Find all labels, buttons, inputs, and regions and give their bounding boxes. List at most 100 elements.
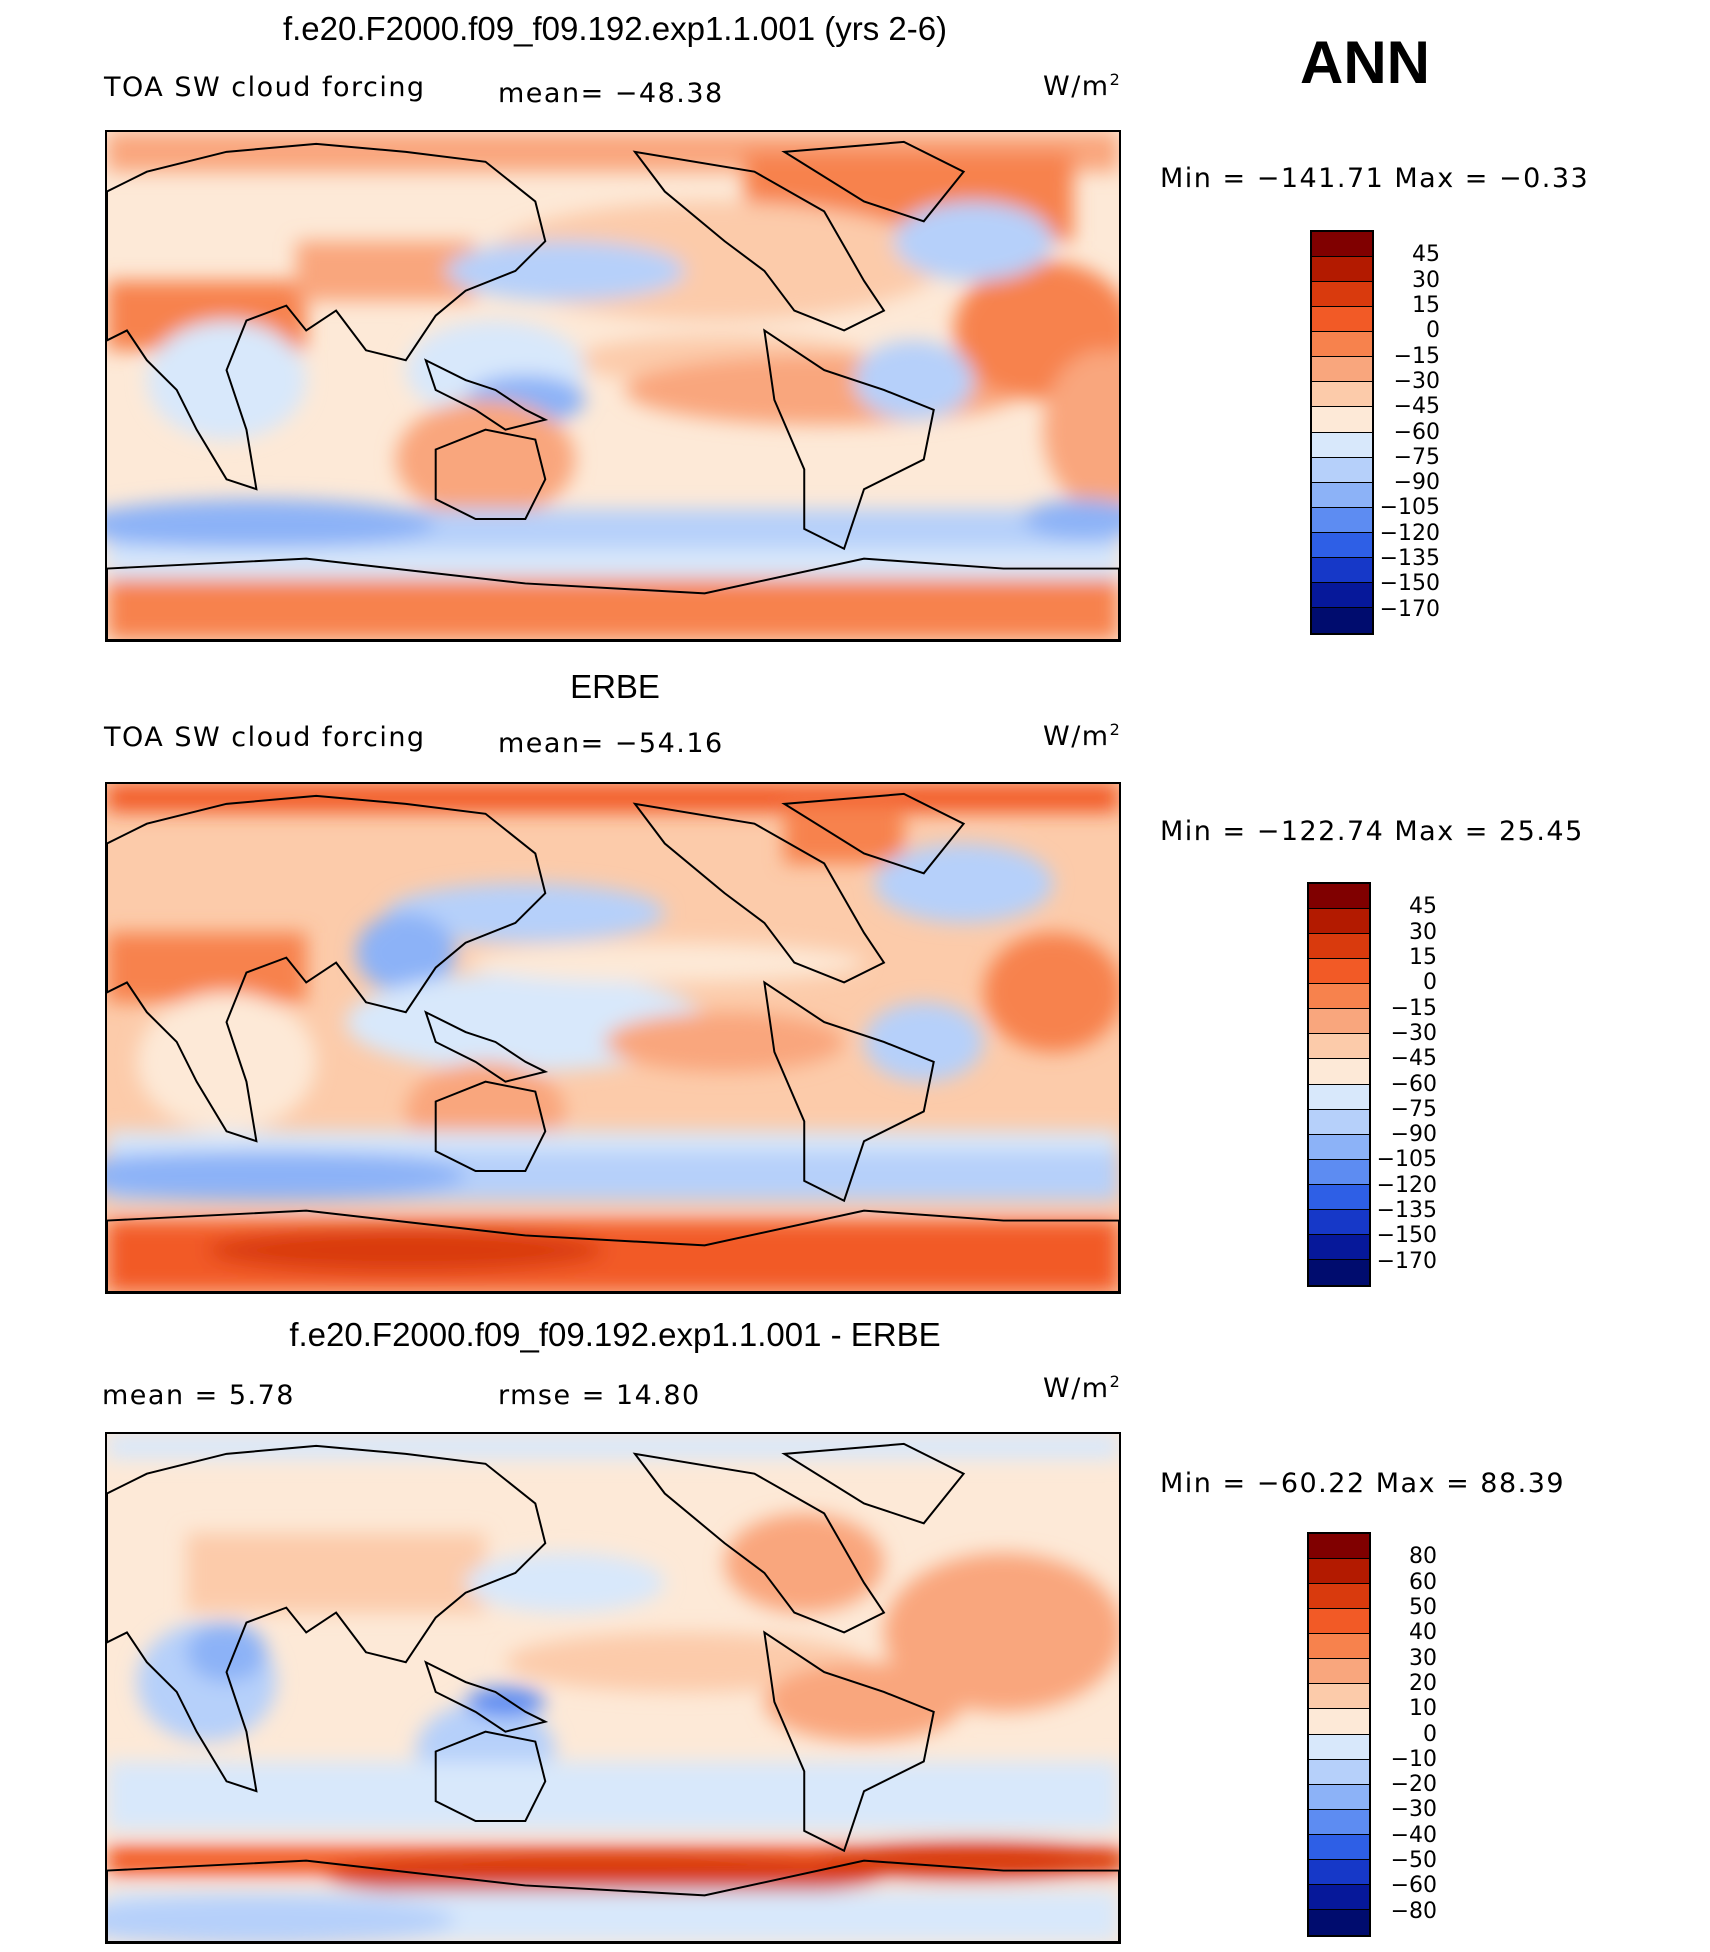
colorbar-swatch xyxy=(1312,307,1372,333)
panel-3-title: f.e20.F2000.f09_f09.192.exp1.1.001 - ERB… xyxy=(289,1316,941,1353)
colorbar-tick-label: 0 xyxy=(1423,1721,1437,1747)
panel-1-map-svg xyxy=(107,132,1119,640)
colorbar-tick-label: 40 xyxy=(1409,1620,1437,1646)
colorbar-tick-label: −150 xyxy=(1376,1223,1437,1249)
colorbar-tick-label: 0 xyxy=(1426,318,1440,344)
panel-3-colorbar-labels: 80 60 50 40 30 20 10 0 −10 −20 −30 −40 −50 −60 −80 xyxy=(1377,1532,1437,1937)
colorbar-tick-label: −90 xyxy=(1393,470,1440,496)
colorbar-tick-label: 10 xyxy=(1409,1696,1437,1722)
colorbar-tick-label: −40 xyxy=(1390,1822,1437,1848)
colorbar-tick-label: 30 xyxy=(1409,1645,1437,1671)
colorbar-tick-label: −135 xyxy=(1379,546,1440,572)
colorbar-swatch xyxy=(1309,1659,1369,1685)
panel-1-variable-label: TOA SW cloud forcing xyxy=(104,72,426,103)
colorbar-tick-label: −75 xyxy=(1393,444,1440,470)
colorbar-swatch xyxy=(1309,1084,1369,1110)
colorbar-swatch xyxy=(1312,507,1372,533)
panel-3-colorbar xyxy=(1307,1532,1371,1937)
panel-2-units: W/m2 xyxy=(1043,720,1122,752)
colorbar-swatch xyxy=(1309,1009,1369,1035)
colorbar-swatch xyxy=(1309,984,1369,1010)
colorbar-tick-label: −30 xyxy=(1390,1020,1437,1046)
colorbar-swatch xyxy=(1309,1559,1369,1585)
colorbar-tick-label: −10 xyxy=(1390,1746,1437,1772)
colorbar-tick-label: −15 xyxy=(1393,343,1440,369)
colorbar-swatch xyxy=(1312,357,1372,383)
colorbar-tick-label: −135 xyxy=(1376,1198,1437,1224)
colorbar-swatch xyxy=(1309,1684,1369,1710)
colorbar-swatch xyxy=(1312,257,1372,283)
colorbar-tick-label: 80 xyxy=(1409,1544,1437,1570)
colorbar-tick-label: 60 xyxy=(1409,1569,1437,1595)
colorbar-swatch xyxy=(1312,432,1372,458)
colorbar-swatch xyxy=(1309,1134,1369,1160)
colorbar-swatch xyxy=(1309,1609,1369,1635)
colorbar-tick-label: 50 xyxy=(1409,1594,1437,1620)
colorbar-swatch xyxy=(1312,607,1372,633)
colorbar-swatch xyxy=(1309,1584,1369,1610)
panel-1-map xyxy=(105,130,1121,642)
colorbar-tick-label: −120 xyxy=(1376,1172,1437,1198)
colorbar-swatch xyxy=(1309,1909,1369,1935)
panel-3-rmse-label: rmse = 14.80 xyxy=(498,1380,701,1411)
colorbar-tick-label: −60 xyxy=(1390,1873,1437,1899)
panel-3-units: W/m2 xyxy=(1043,1372,1122,1404)
colorbar-tick-label: −170 xyxy=(1379,596,1440,622)
colorbar-swatch xyxy=(1309,1884,1369,1910)
colorbar-swatch xyxy=(1309,959,1369,985)
colorbar-tick-label: −30 xyxy=(1390,1797,1437,1823)
colorbar-swatch xyxy=(1309,1059,1369,1085)
colorbar-tick-label: −105 xyxy=(1379,495,1440,521)
colorbar-tick-label: −60 xyxy=(1390,1071,1437,1097)
colorbar-tick-label: −45 xyxy=(1393,394,1440,420)
colorbar-swatch xyxy=(1309,1159,1369,1185)
panel-2-colorbar-labels: 45 30 15 0 −15 −30 −45 −60 −75 −90 −105 −120 −135 −15… xyxy=(1377,882,1437,1287)
panel-3-mean-label: mean = 5.78 xyxy=(102,1380,295,1411)
panel-1-colorbar xyxy=(1310,230,1374,635)
colorbar-swatch xyxy=(1312,557,1372,583)
colorbar-swatch xyxy=(1309,1209,1369,1235)
colorbar-swatch xyxy=(1312,232,1372,258)
colorbar-tick-label: 45 xyxy=(1409,894,1437,920)
panel-3-minmax: Min = −60.22 Max = 88.39 xyxy=(1160,1468,1566,1499)
colorbar-swatch xyxy=(1312,332,1372,358)
panel-2-variable-label: TOA SW cloud forcing xyxy=(104,722,426,753)
colorbar-swatch xyxy=(1309,1709,1369,1735)
colorbar-swatch xyxy=(1309,884,1369,910)
colorbar-swatch xyxy=(1312,532,1372,558)
colorbar-tick-label: 15 xyxy=(1412,292,1440,318)
colorbar-swatch xyxy=(1309,1184,1369,1210)
colorbar-tick-label: −150 xyxy=(1379,571,1440,597)
colorbar-swatch xyxy=(1309,1534,1369,1560)
colorbar-swatch xyxy=(1309,1834,1369,1860)
colorbar-tick-label: 30 xyxy=(1409,919,1437,945)
colorbar-swatch xyxy=(1312,482,1372,508)
colorbar-tick-label: −80 xyxy=(1390,1898,1437,1924)
panel-1-colorbar-labels: 45 30 15 0 −15 −30 −45 −60 −75 −90 −105 −120 −135 −15… xyxy=(1380,230,1440,635)
colorbar-tick-label: −105 xyxy=(1376,1147,1437,1173)
colorbar-tick-label: −15 xyxy=(1390,995,1437,1021)
colorbar-swatch xyxy=(1309,909,1369,935)
colorbar-tick-label: 0 xyxy=(1423,970,1437,996)
colorbar-tick-label: 20 xyxy=(1409,1670,1437,1696)
colorbar-tick-label: −50 xyxy=(1390,1848,1437,1874)
colorbar-swatch xyxy=(1312,582,1372,608)
colorbar-tick-label: 30 xyxy=(1412,267,1440,293)
colorbar-tick-label: −20 xyxy=(1390,1772,1437,1798)
colorbar-tick-label: −120 xyxy=(1379,520,1440,546)
colorbar-swatch xyxy=(1309,1034,1369,1060)
colorbar-swatch xyxy=(1309,1809,1369,1835)
colorbar-swatch xyxy=(1309,1234,1369,1260)
colorbar-tick-label: −170 xyxy=(1376,1248,1437,1274)
panel-2-map xyxy=(105,782,1121,1294)
panel-1-minmax: Min = −141.71 Max = −0.33 xyxy=(1160,163,1590,194)
colorbar-swatch xyxy=(1312,382,1372,408)
colorbar-swatch xyxy=(1309,1759,1369,1785)
panel-2-colorbar xyxy=(1307,882,1371,1287)
colorbar-tick-label: −90 xyxy=(1390,1122,1437,1148)
panel-2-minmax: Min = −122.74 Max = 25.45 xyxy=(1160,816,1584,847)
panel-2-title: ERBE xyxy=(570,668,660,705)
colorbar-swatch xyxy=(1309,1109,1369,1135)
panel-1-mean-label: mean= −48.38 xyxy=(498,78,724,109)
colorbar-tick-label: 15 xyxy=(1409,944,1437,970)
